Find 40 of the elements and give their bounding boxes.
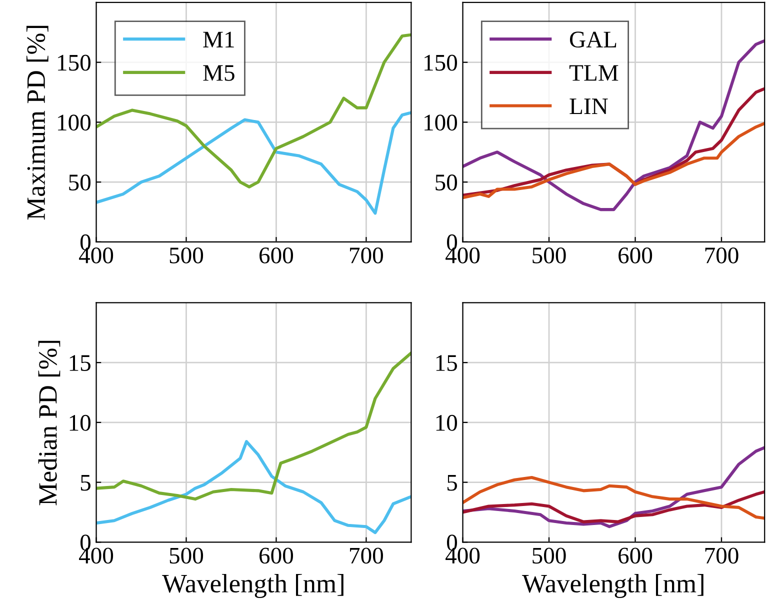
y-tick-label: 10: [436, 414, 458, 431]
y-tick-label: 15: [436, 355, 457, 371]
x-tick-label: 700: [350, 548, 383, 564]
x-tick-label: 500: [532, 548, 566, 564]
legend-label: LIN: [570, 98, 608, 114]
x-tick-label: 700: [350, 247, 383, 264]
x-axis-title: Wavelength [nm]: [522, 574, 704, 598]
line-series: [96, 351, 412, 501]
y-tick-label: 10: [70, 414, 90, 431]
y-tick-label: 50: [436, 174, 458, 190]
x-tick-label: 700: [705, 548, 738, 564]
legend-label: TLM: [569, 65, 618, 81]
y-tick-label: 50: [69, 174, 90, 190]
x-tick-label: 500: [170, 548, 204, 564]
y-tick-label: 15: [70, 355, 90, 371]
x-tick-label: 600: [618, 247, 652, 264]
y-tick-label: 5: [447, 475, 457, 491]
y-axis-title: Maximum PD [%]: [26, 26, 48, 220]
y-tick-label: 150: [424, 54, 458, 71]
legend-label: GAL: [570, 32, 616, 48]
x-tick-label: 500: [170, 247, 204, 264]
x-axis-title: Wavelength [nm]: [162, 574, 344, 598]
x-tick-label: 600: [260, 247, 294, 264]
y-tick-label: 100: [58, 114, 90, 131]
line-series: [462, 490, 765, 524]
y-tick-label: 100: [424, 114, 458, 131]
legend-label: M5: [203, 65, 234, 81]
line-series: [96, 440, 412, 534]
x-tick-label: 700: [705, 247, 738, 264]
y-tick-label: 150: [58, 54, 90, 71]
x-tick-label: 600: [260, 548, 294, 564]
y-tick-label: 5: [80, 475, 90, 491]
line-series: [462, 122, 765, 200]
y-axis-title: Median PD [%]: [38, 340, 60, 506]
line-series: [96, 33, 412, 188]
line-series: [96, 111, 412, 215]
x-tick-label: 600: [618, 548, 652, 564]
line-series: [462, 476, 765, 520]
x-tick-label: 500: [532, 247, 566, 264]
legend-label: M1: [203, 32, 234, 48]
